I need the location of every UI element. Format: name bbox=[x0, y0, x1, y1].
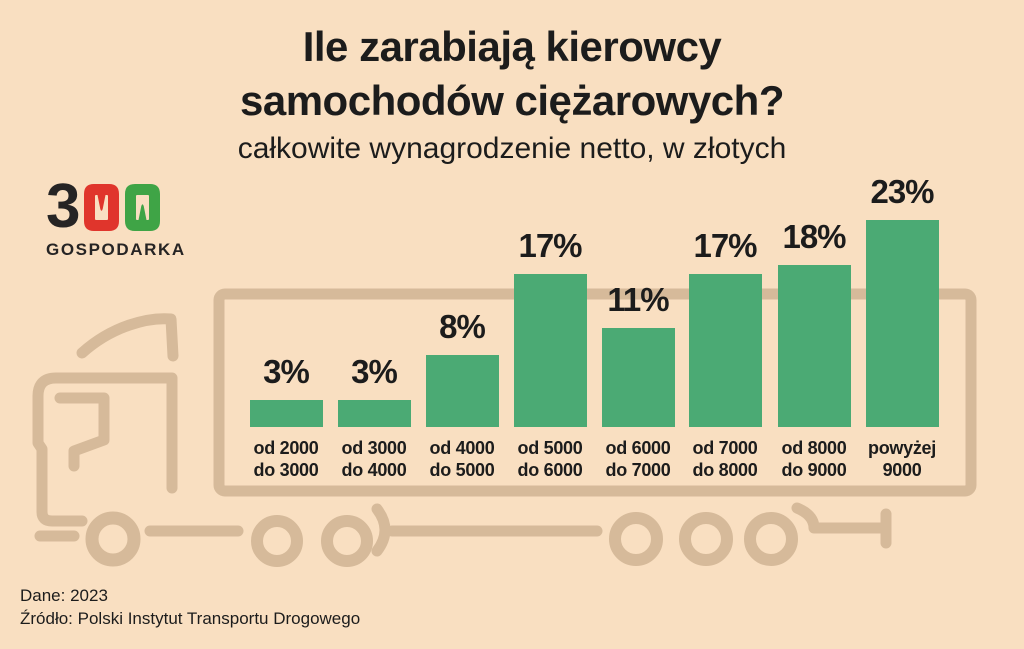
category-line-1: od 5000 bbox=[517, 438, 583, 458]
trailer-front-wheel-1 bbox=[251, 515, 303, 567]
bar-value-label: 11% bbox=[607, 281, 669, 318]
bar-category-label: od 3000 do 4000 bbox=[330, 437, 418, 481]
bar-group-od4000-do5000: 8% od 4000 do 5000 bbox=[418, 0, 506, 480]
cab-deflector-outline bbox=[76, 313, 179, 362]
bar-group-od2000-do3000: 3% od 2000 do 3000 bbox=[242, 0, 330, 480]
bar-value-label: 17% bbox=[693, 227, 757, 264]
bar-group-od6000-do7000: 11% od 6000 do 7000 bbox=[594, 0, 682, 480]
category-line-1: od 6000 bbox=[605, 438, 671, 458]
bar-value-label: 3% bbox=[351, 353, 398, 390]
trailer-rear-wheel-1 bbox=[609, 512, 663, 566]
bar-category-label: od 8000 do 9000 bbox=[770, 437, 858, 481]
bar bbox=[249, 400, 323, 427]
bar bbox=[601, 328, 675, 427]
footer-source-line: Źródło: Polski Instytut Transportu Drogo… bbox=[20, 609, 361, 628]
bar-category-label: od 5000 do 6000 bbox=[506, 437, 594, 481]
bar bbox=[688, 274, 762, 427]
bar bbox=[337, 400, 411, 427]
trailer-box-outline bbox=[213, 288, 977, 497]
logo-300gospodarka: 3 GOSPODARKA bbox=[46, 172, 186, 260]
page-title-line-1: Ile zarabiają kierowcy bbox=[302, 23, 722, 70]
bar-value-label: 18% bbox=[782, 218, 846, 255]
category-line-2: do 8000 bbox=[692, 460, 758, 480]
category-line-1: od 7000 bbox=[692, 438, 758, 458]
trailer-rear-wheel-2 bbox=[679, 512, 733, 566]
category-line-2: do 7000 bbox=[605, 460, 671, 480]
category-line-1: od 8000 bbox=[781, 438, 847, 458]
category-line-1: od 2000 bbox=[253, 438, 319, 458]
category-line-2: do 9000 bbox=[781, 460, 847, 480]
bar-value-label: 3% bbox=[263, 353, 310, 390]
bar bbox=[865, 220, 939, 427]
category-line-2: do 6000 bbox=[517, 460, 583, 480]
bar-group-od5000-do6000: 17% od 5000 do 6000 bbox=[506, 0, 594, 480]
logo-brand-text: GOSPODARKA bbox=[46, 240, 186, 259]
bar-group-powyzej9000: 23% powyżej 9000 bbox=[858, 0, 946, 480]
bar-value-label: 17% bbox=[518, 227, 582, 264]
bar-category-label: od 7000 do 8000 bbox=[681, 437, 769, 481]
bar bbox=[513, 274, 587, 427]
fender-arc bbox=[371, 503, 391, 557]
footer-source: Dane: 2023 Źródło: Polski Instytut Trans… bbox=[20, 584, 360, 630]
bar-category-label: od 4000 do 5000 bbox=[418, 437, 506, 481]
bar-value-label: 23% bbox=[870, 173, 934, 210]
bar-category-label: powyżej 9000 bbox=[858, 437, 946, 481]
footer-data-year: Dane: 2023 bbox=[20, 586, 108, 605]
category-line-1: od 4000 bbox=[429, 438, 495, 458]
category-line-2: do 3000 bbox=[253, 460, 319, 480]
category-line-2: 9000 bbox=[882, 460, 922, 480]
logo-zero-red-icon bbox=[84, 184, 120, 231]
bar-group-od7000-do8000: 17% od 7000 do 8000 bbox=[681, 0, 769, 480]
category-line-2: do 4000 bbox=[341, 460, 407, 480]
bar-value-label: 8% bbox=[439, 308, 486, 345]
bar-group-od8000-do9000: 18% od 8000 do 9000 bbox=[770, 0, 858, 480]
category-line-2: do 5000 bbox=[429, 460, 495, 480]
tow-bar bbox=[791, 502, 890, 534]
logo-digits: 3 bbox=[46, 172, 186, 241]
cab-wheel bbox=[85, 511, 141, 567]
trailer-rear-wheel-3 bbox=[744, 512, 798, 566]
bar-category-label: od 6000 do 7000 bbox=[594, 437, 682, 481]
category-line-1: powyżej bbox=[868, 438, 936, 458]
bar-group-od3000-do4000: 3% od 3000 do 4000 bbox=[330, 0, 418, 480]
bar bbox=[425, 355, 499, 427]
cab-body-outline bbox=[32, 372, 178, 527]
trailer-front-wheel-2 bbox=[321, 515, 373, 567]
page-title-line-2: samochodów ciężarowych? bbox=[240, 77, 784, 124]
logo-zero-green-icon bbox=[125, 184, 161, 231]
bar bbox=[777, 265, 851, 427]
title-block: Ile zarabiają kierowcy samochodów ciężar… bbox=[0, 20, 1024, 166]
logo-digit-3: 3 bbox=[46, 172, 81, 241]
bar-category-label: od 2000 do 3000 bbox=[242, 437, 330, 481]
cab-window-outline bbox=[54, 392, 110, 472]
page-subtitle: całkowite wynagrodzenie netto, w złotych bbox=[237, 132, 787, 165]
category-line-1: od 3000 bbox=[341, 438, 407, 458]
